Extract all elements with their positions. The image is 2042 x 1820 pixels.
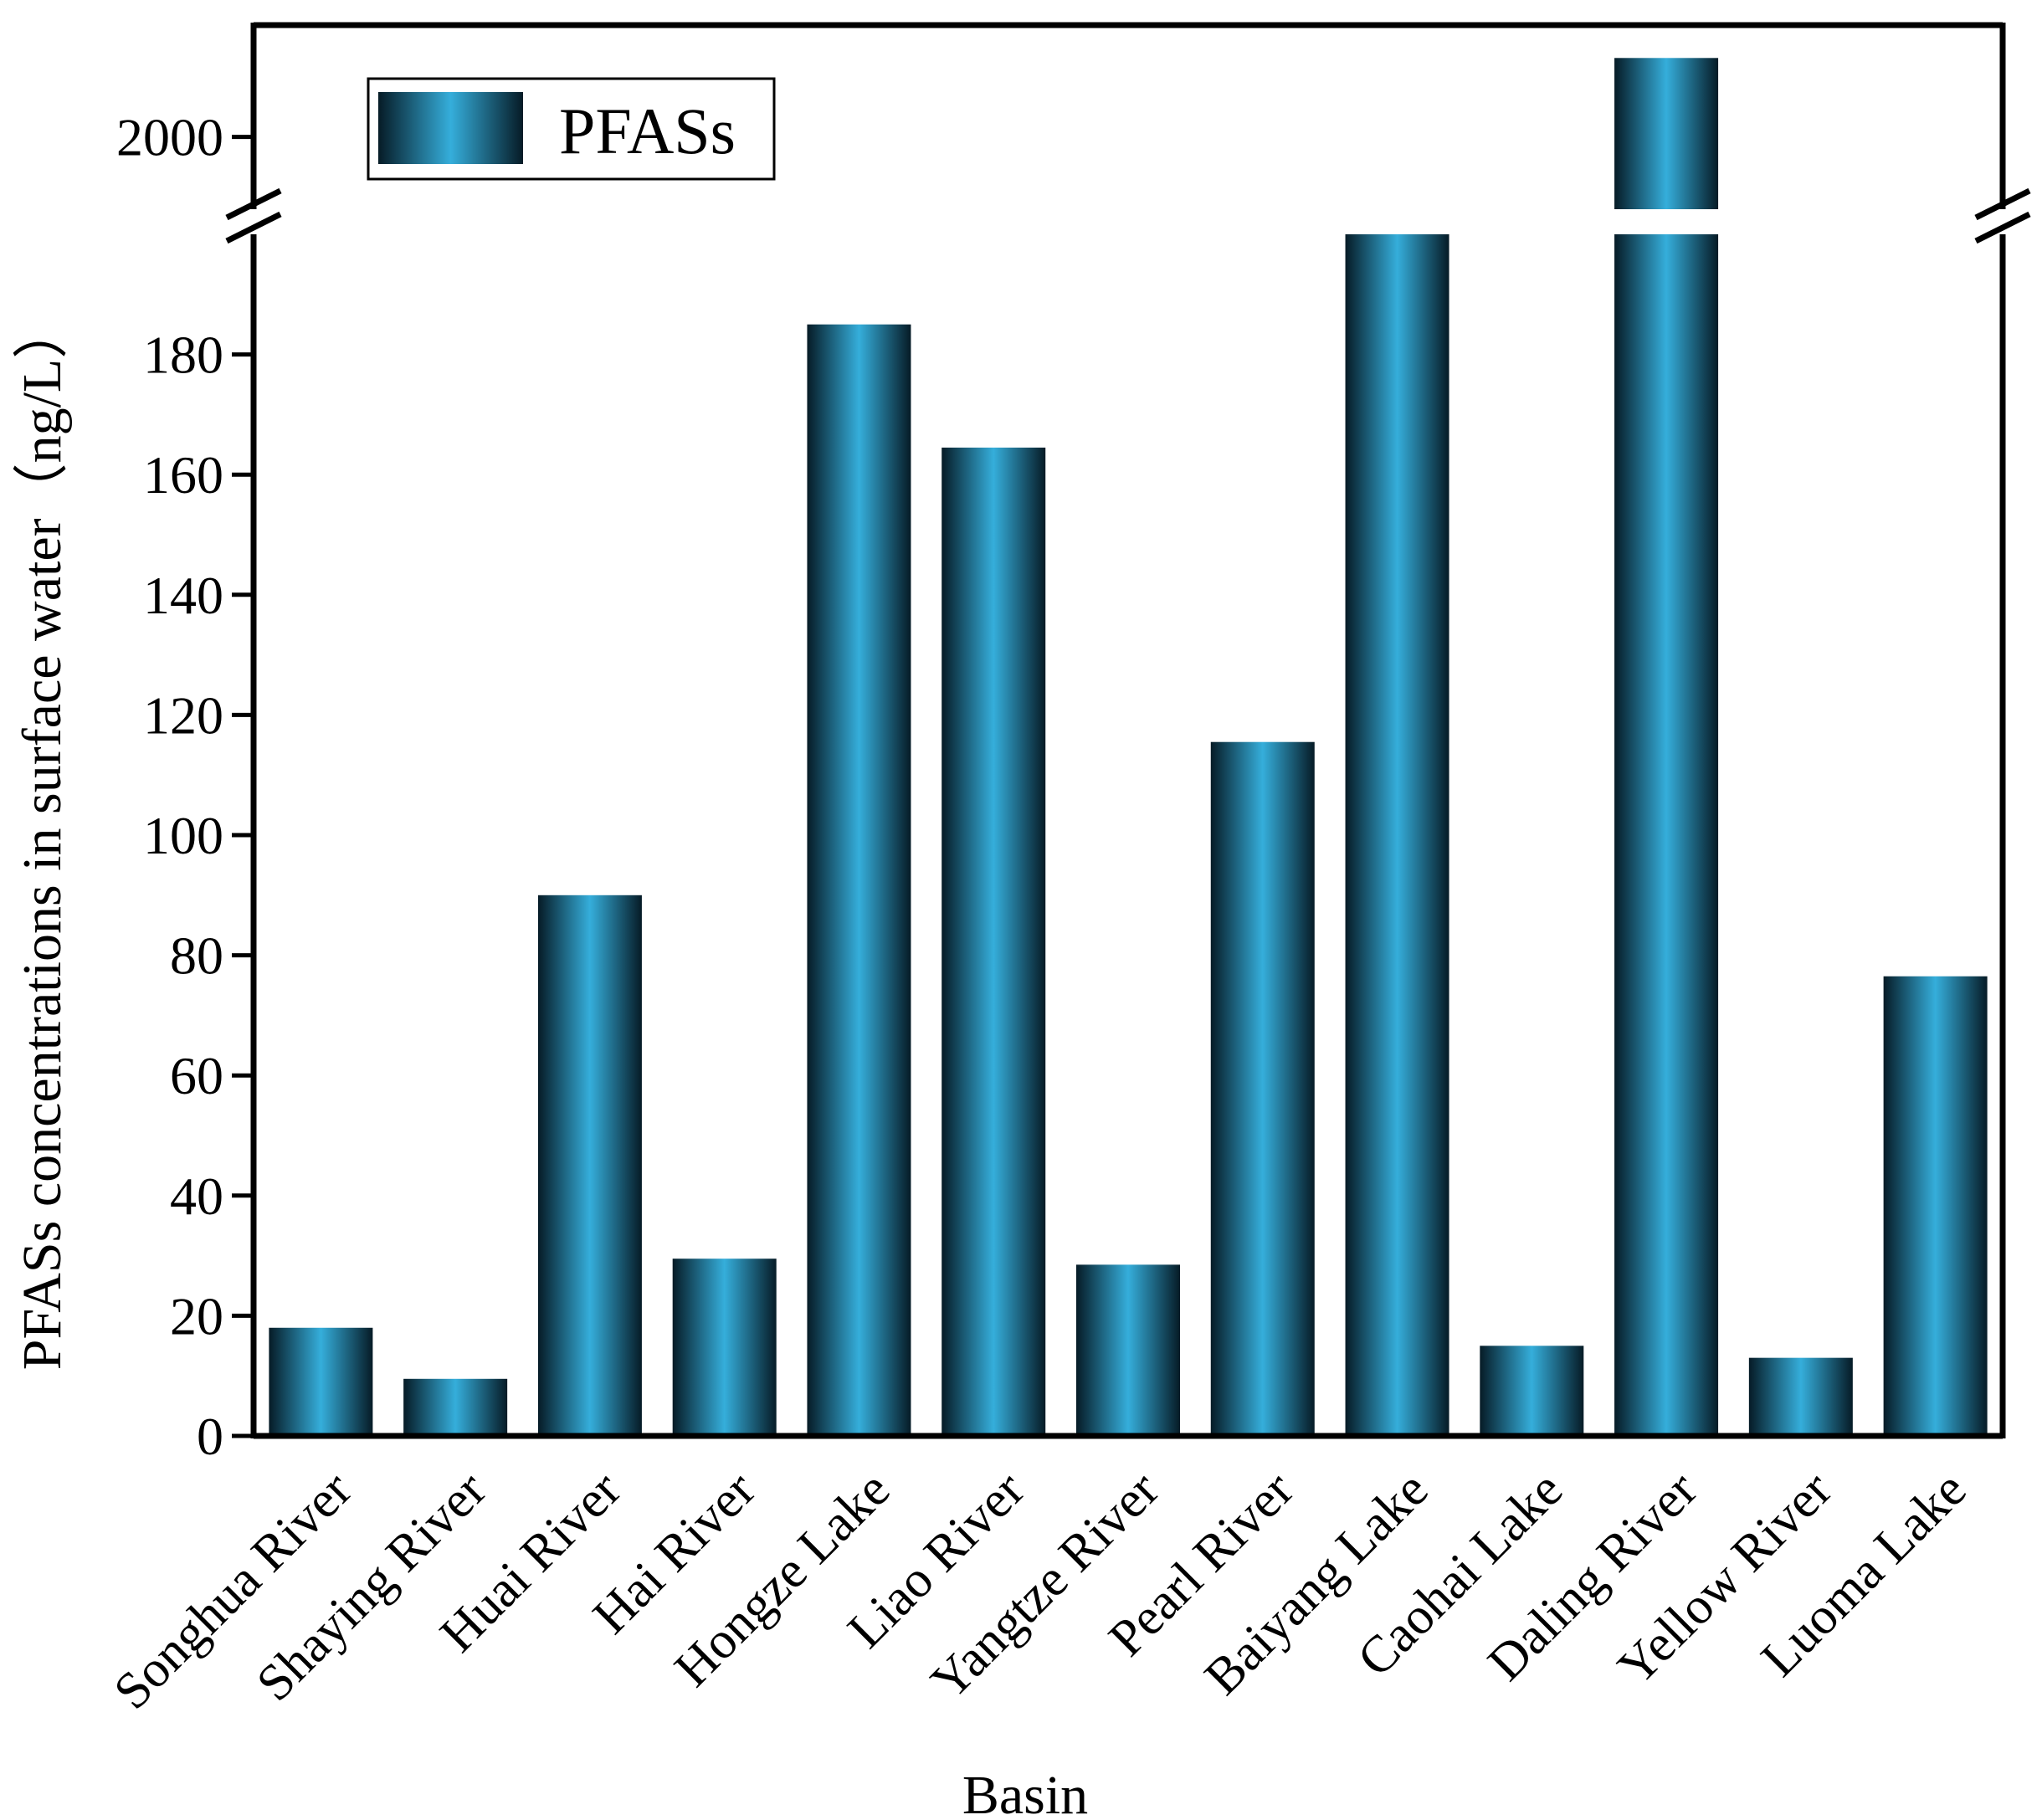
y-tick-label: 160 xyxy=(143,445,223,505)
bar-series xyxy=(269,58,1988,1437)
y-tick-label: 60 xyxy=(170,1046,223,1105)
y-axis-title: PFASs concentrations in surface water（ng… xyxy=(12,304,73,1371)
y-tick-label: 120 xyxy=(143,685,223,745)
bar-lower-segment xyxy=(1614,234,1719,1436)
bar xyxy=(1076,1264,1180,1436)
bar xyxy=(807,324,911,1437)
bar xyxy=(269,1327,373,1436)
bar xyxy=(941,447,1046,1436)
bar xyxy=(403,1378,508,1436)
x-tick-label: Songhua River xyxy=(103,1461,362,1720)
bar xyxy=(537,895,642,1436)
break-mark-left xyxy=(225,187,282,221)
bar-lower-segment xyxy=(1345,234,1449,1436)
y-tick-label: 80 xyxy=(170,926,223,986)
bar xyxy=(1480,1346,1584,1436)
legend-swatch xyxy=(378,92,523,164)
break-mark-right xyxy=(1974,211,2031,244)
bar xyxy=(1210,741,1315,1436)
x-axis-title: Basin xyxy=(962,1765,1088,1820)
break-mark-right xyxy=(1974,187,2031,221)
y-tick-label: 2000 xyxy=(116,108,223,167)
bar xyxy=(672,1259,777,1436)
bar xyxy=(1748,1357,1853,1436)
y-axis-ticks: 0 20 40 60 80 100 120 140 160 180 2000 xyxy=(116,108,254,1466)
y-tick-label: 100 xyxy=(143,806,223,865)
y-tick-label: 180 xyxy=(143,326,223,385)
bar xyxy=(1883,976,1988,1436)
break-mark-left xyxy=(225,211,282,244)
legend: PFASs xyxy=(367,77,776,181)
y-tick-label: 40 xyxy=(170,1166,223,1226)
y-tick-label: 20 xyxy=(170,1286,223,1346)
y-tick-label: 0 xyxy=(197,1407,223,1466)
legend-label: PFASs xyxy=(559,95,736,167)
y-tick-label: 140 xyxy=(143,566,223,625)
x-tick-label: Shaying River xyxy=(246,1461,497,1712)
plot-frame xyxy=(250,22,2006,1439)
bar-upper-segment xyxy=(1614,58,1719,210)
axis-break-marks xyxy=(225,187,2031,244)
